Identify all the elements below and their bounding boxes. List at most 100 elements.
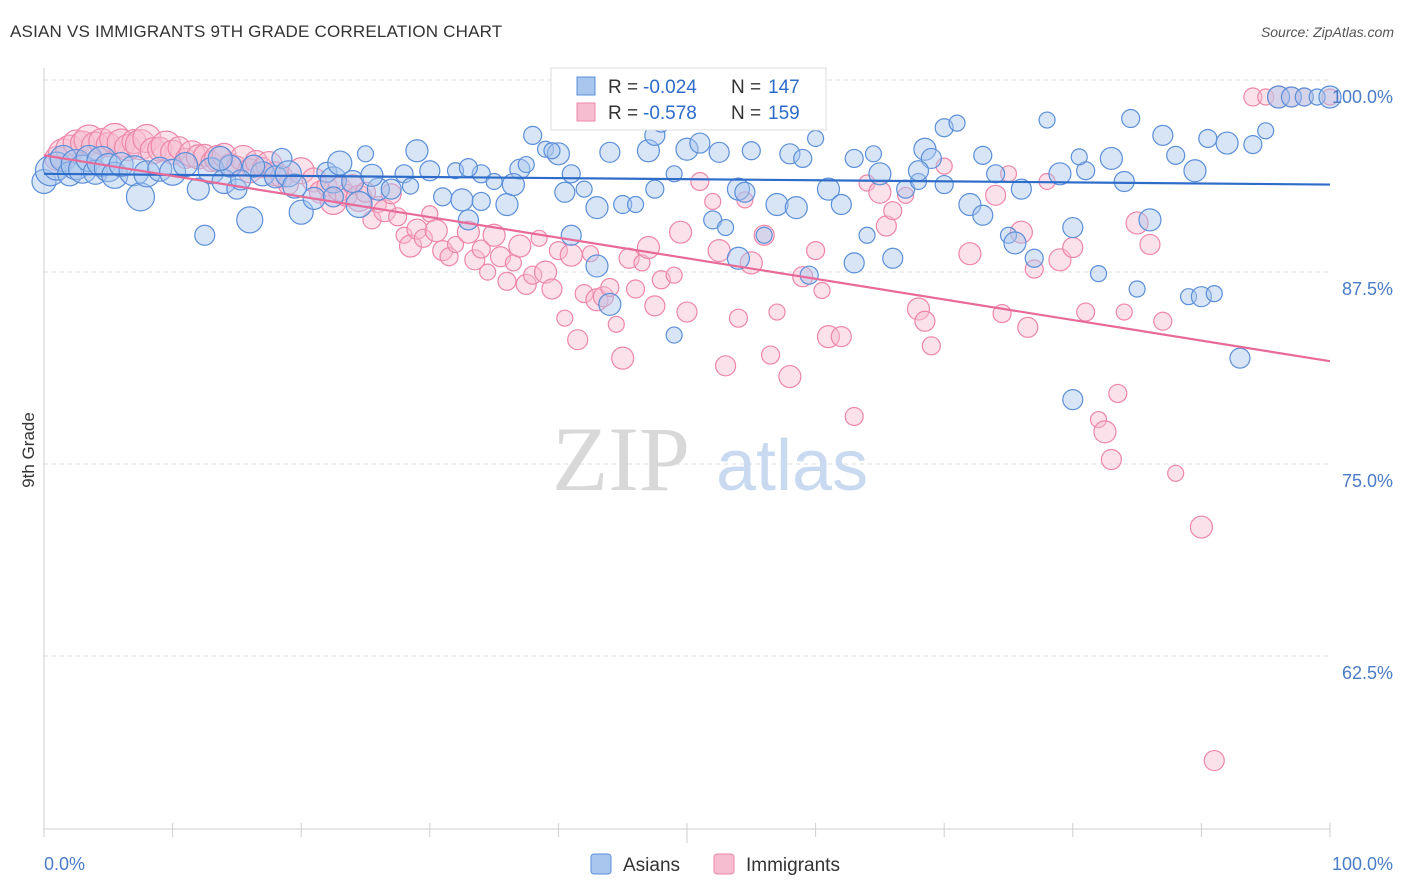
immigrants-point — [482, 223, 506, 247]
asians-point — [282, 173, 308, 199]
asians-point — [793, 148, 813, 169]
legend-top: R = -0.024 N = 147 R = -0.578 N = 159 — [550, 67, 827, 131]
asians-point — [561, 164, 581, 184]
asians-point — [799, 265, 819, 285]
immigrants-point — [690, 171, 710, 192]
immigrants-point — [985, 184, 1007, 206]
asians-point — [882, 247, 904, 269]
asians-point — [1003, 231, 1027, 255]
immigrants-point — [132, 123, 162, 154]
asians-point — [675, 137, 699, 161]
asians-point — [806, 129, 825, 148]
asians-point — [554, 181, 576, 203]
immigrants-point — [844, 406, 864, 427]
asians-point — [1099, 146, 1123, 171]
immigrants-point — [728, 308, 749, 328]
immigrants-point — [1115, 303, 1133, 321]
y-tick-label: 75.0% — [1342, 471, 1393, 491]
asians-point — [665, 326, 683, 344]
asians-point — [585, 254, 609, 278]
asians-point — [1128, 280, 1146, 298]
immigrants-point — [1108, 383, 1128, 404]
asians-point — [1215, 131, 1239, 155]
immigrants-point — [714, 355, 737, 377]
immigrants-point — [1089, 410, 1108, 429]
y-tick-labels: 100.0% 87.5% 75.0% 62.5% — [1332, 87, 1393, 683]
asians-point — [1318, 85, 1342, 109]
immigrants-point — [548, 241, 569, 261]
asians-point — [741, 141, 761, 161]
asians-point — [948, 114, 966, 132]
asians-point — [560, 224, 582, 246]
asians-point — [194, 224, 216, 246]
immigrants-point — [424, 219, 448, 243]
legend-bottom-label-immigrants: Immigrants — [746, 855, 840, 876]
asians-point — [858, 226, 876, 244]
immigrants-point — [464, 249, 486, 271]
asians-point — [274, 160, 302, 188]
immigrants-point — [515, 273, 537, 295]
asians-point — [907, 160, 930, 182]
immigrants-point — [1017, 316, 1039, 338]
immigrants-point — [533, 260, 558, 284]
legend-bottom-label-asians: Asians — [623, 855, 680, 876]
immigrants-point — [897, 186, 915, 204]
watermark-atlas: atlas — [716, 426, 868, 506]
asians-point — [360, 163, 384, 187]
immigrants-point — [778, 364, 802, 389]
immigrants-point — [1100, 448, 1122, 471]
immigrants-point — [625, 279, 646, 299]
asians-point — [1062, 216, 1084, 239]
watermark-zip: ZIP — [552, 408, 690, 510]
asians-point — [366, 177, 390, 201]
asians-point — [31, 168, 57, 195]
asians-point — [1294, 87, 1314, 107]
asians-point — [779, 143, 801, 165]
asians-point — [517, 155, 535, 174]
asians-trend-line — [43, 172, 1331, 186]
asians-point — [125, 182, 156, 212]
asians-point — [920, 147, 942, 170]
asians-point — [626, 195, 645, 214]
asians-point — [546, 142, 571, 166]
asians-point — [1089, 265, 1108, 283]
asians-point — [1166, 145, 1186, 165]
immigrants-point — [753, 224, 775, 246]
immigrants-point — [95, 132, 121, 158]
legend-bottom-swatch-immigrants — [713, 853, 735, 875]
immigrants-trend-line — [43, 154, 1331, 363]
asians-point — [523, 125, 543, 145]
asians-point — [1048, 162, 1072, 186]
asians-point — [380, 178, 402, 200]
immigrants-point — [607, 315, 625, 333]
immigrants-point — [958, 242, 982, 266]
asians-point — [471, 191, 491, 212]
immigrants-point — [1189, 515, 1214, 539]
immigrants-point — [816, 325, 841, 349]
legend-n-label-immigrants: N = — [731, 103, 761, 124]
immigrants-point — [633, 254, 651, 272]
asians-point — [665, 165, 683, 183]
asians-point — [1138, 208, 1162, 232]
immigrants-point — [668, 220, 693, 244]
asians-point — [197, 157, 225, 185]
asians-point — [1266, 85, 1291, 109]
asians-point — [864, 145, 883, 163]
immigrants-point — [413, 228, 433, 248]
legend-r-label-asians: R = — [608, 77, 638, 98]
asians-point — [419, 160, 441, 182]
immigrants-point — [1076, 302, 1096, 322]
legend-r-label-immigrants: R = — [608, 103, 638, 124]
asians-point — [186, 177, 210, 201]
immigrants-point — [875, 215, 897, 237]
asians-point — [598, 292, 622, 316]
immigrants-point — [1321, 88, 1339, 106]
immigrants-point — [768, 303, 786, 321]
asians-point — [726, 246, 751, 270]
asians-point — [501, 172, 525, 197]
asians-point — [450, 188, 474, 212]
immigrants-point — [581, 245, 600, 263]
asians-point — [271, 147, 293, 170]
asians-point — [1152, 124, 1174, 146]
